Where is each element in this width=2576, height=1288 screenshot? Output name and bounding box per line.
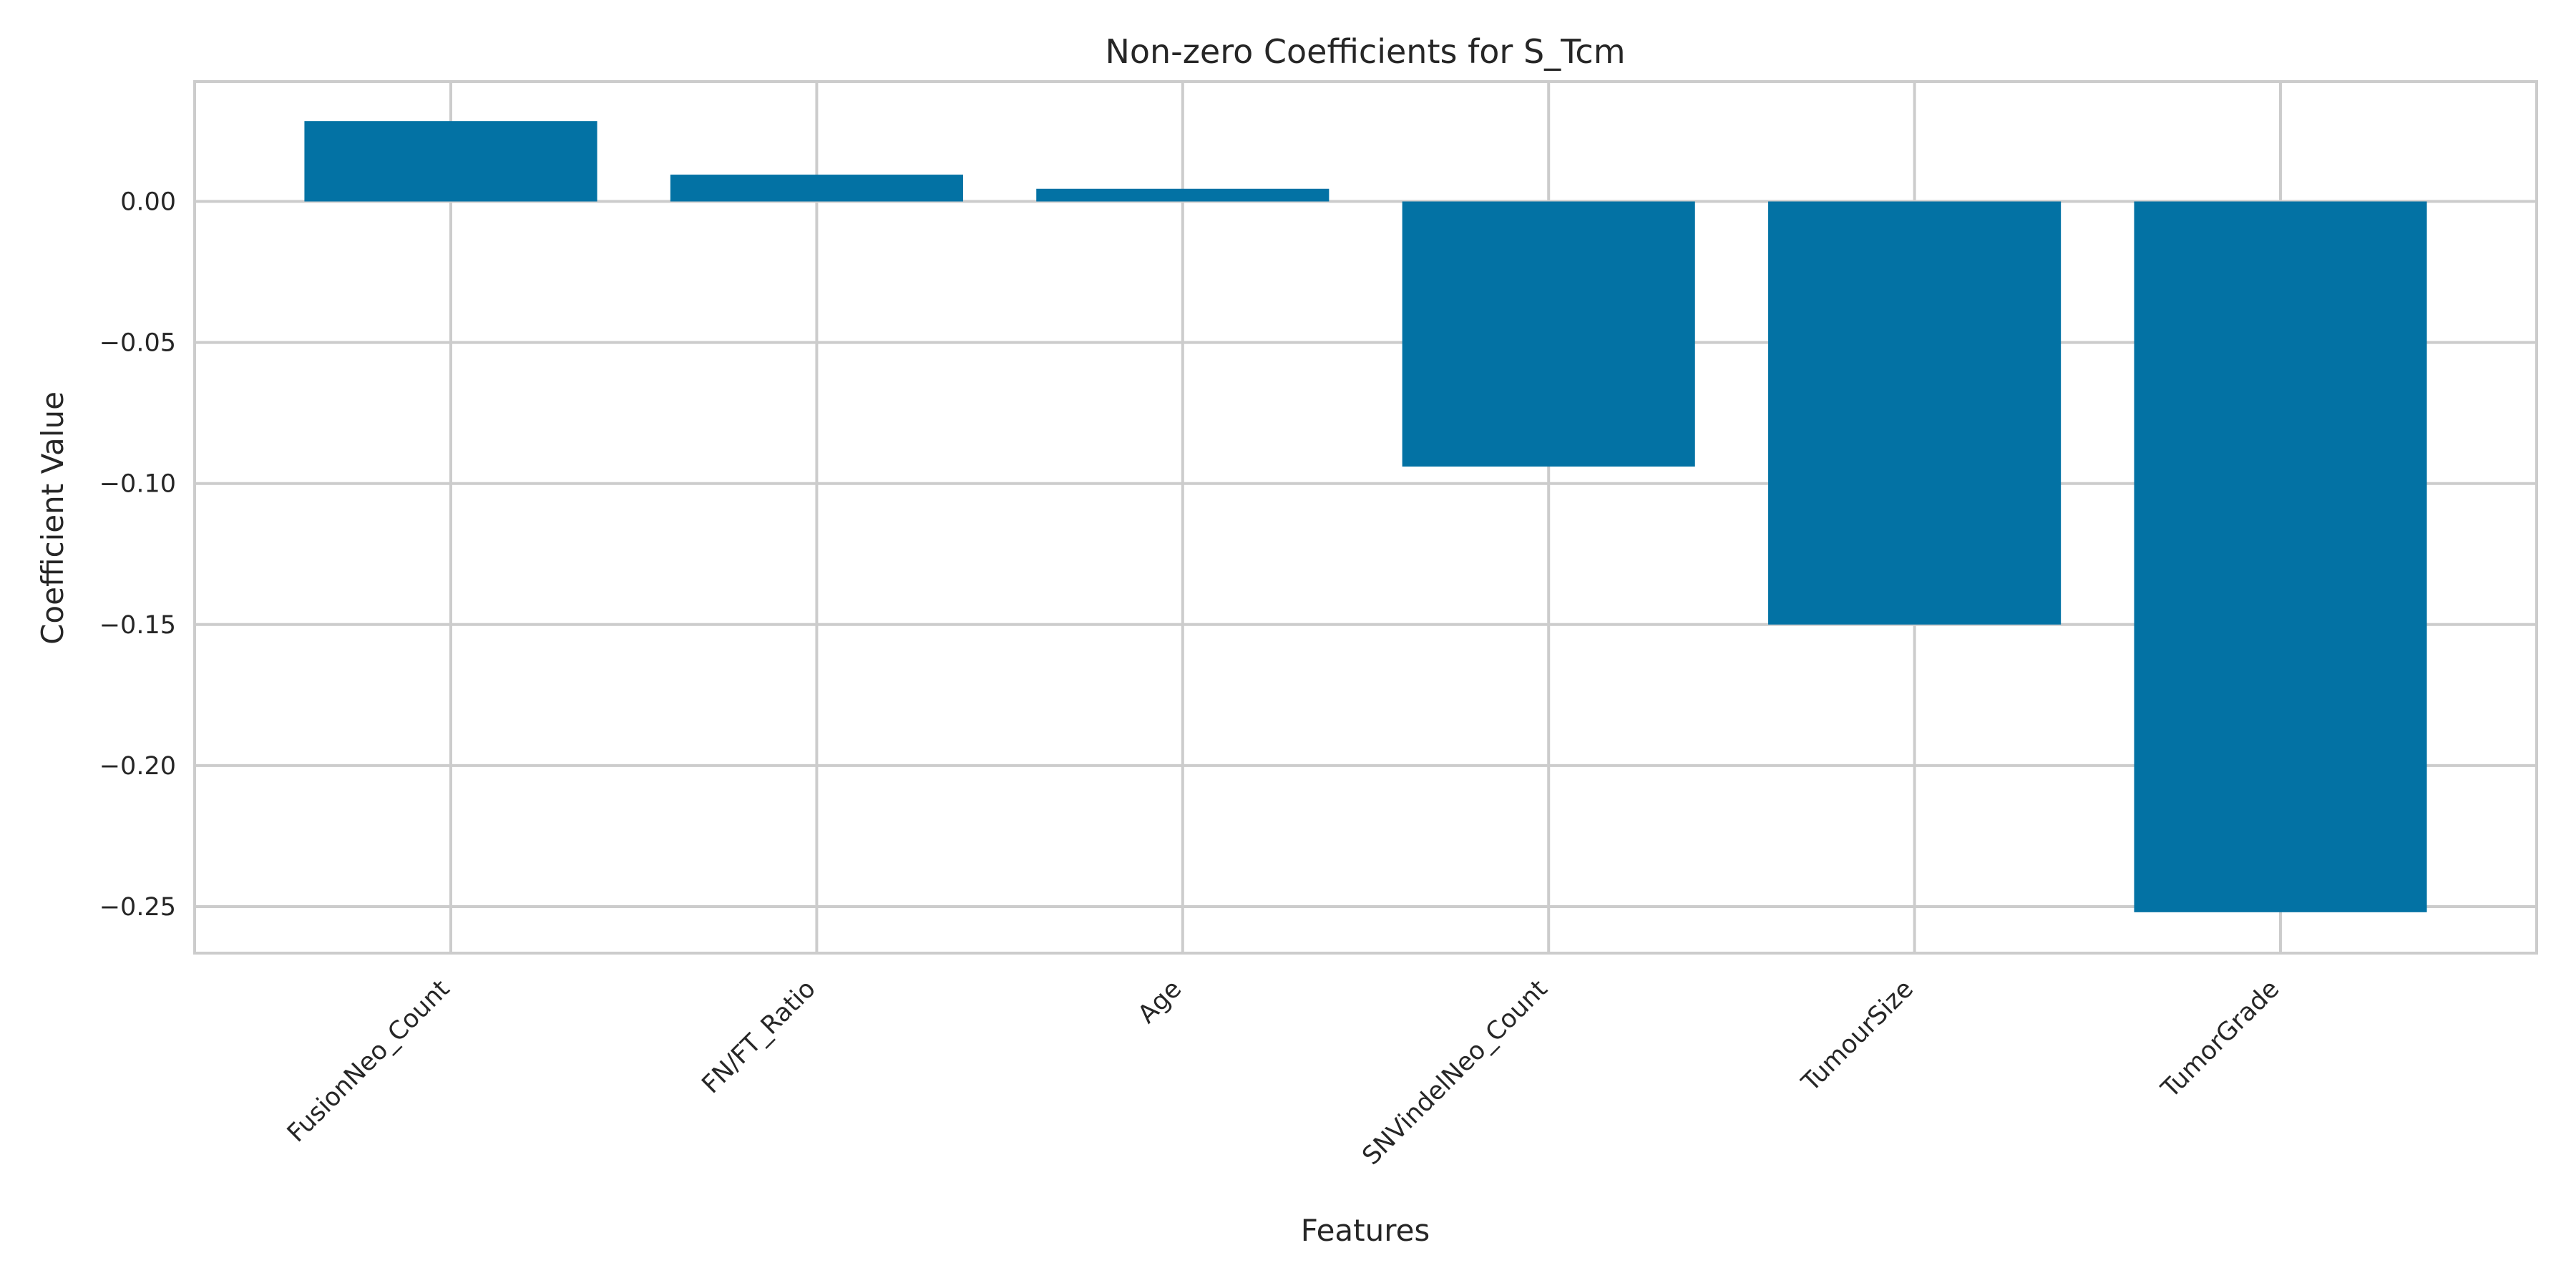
chart-title: Non-zero Coefficients for S_Tcm xyxy=(1105,32,1625,71)
bar xyxy=(1768,201,2062,625)
x-axis-title: Features xyxy=(1301,1213,1430,1248)
y-tick-label: −0.25 xyxy=(99,893,176,922)
bar xyxy=(2134,201,2427,912)
bar xyxy=(670,175,963,202)
y-tick-label: −0.15 xyxy=(99,611,176,640)
y-axis-title: Coefficient Value xyxy=(35,391,70,645)
plot-frame xyxy=(193,80,2538,955)
y-tick-labels: 0.00 −0.05 −0.10 −0.15 −0.20 −0.25 xyxy=(99,188,176,922)
bar xyxy=(304,121,597,202)
y-tick-label: −0.05 xyxy=(99,329,176,358)
y-tick-label: −0.20 xyxy=(99,752,176,781)
bar xyxy=(1402,201,1695,467)
bars-layer xyxy=(304,121,2427,912)
y-tick-label: −0.10 xyxy=(99,470,176,499)
bar xyxy=(1036,188,1330,202)
y-tick-label: 0.00 xyxy=(120,188,176,217)
